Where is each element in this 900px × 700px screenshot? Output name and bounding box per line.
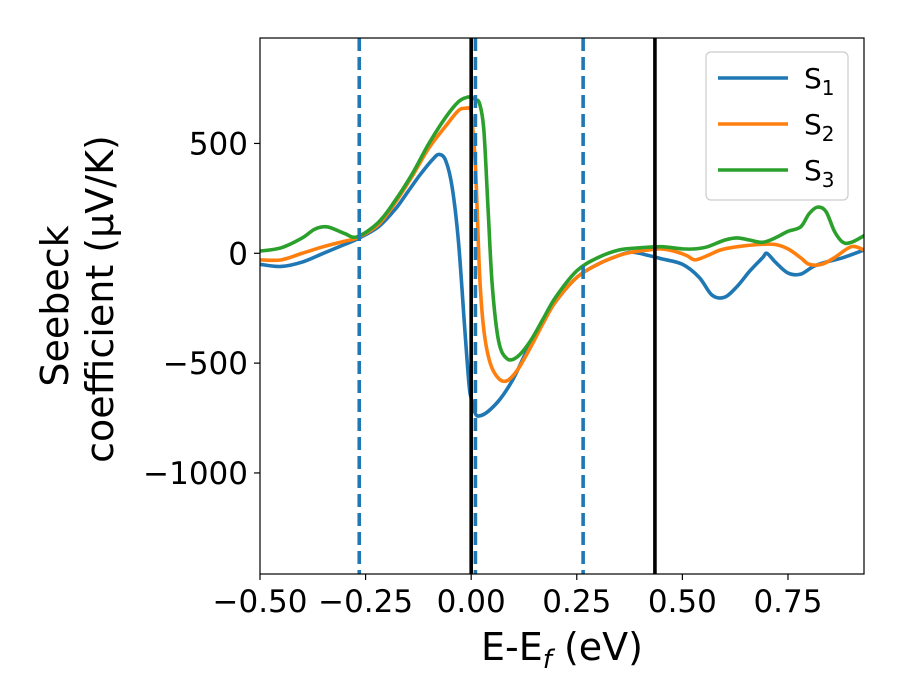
- x-tick-label: 0.00: [437, 584, 506, 620]
- x-axis-title-main: E-E: [481, 625, 543, 669]
- y-tick-label: −1000: [143, 456, 248, 492]
- x-tick-label: 0.50: [648, 584, 717, 620]
- x-tick-label: −0.50: [213, 584, 308, 620]
- legend-label-s1: S1: [804, 62, 835, 100]
- x-tick-label: 0.75: [753, 584, 822, 620]
- y-tick-label: −500: [163, 346, 248, 382]
- legend: S1 S2 S3: [705, 51, 849, 201]
- legend-label-s2: S2: [804, 108, 835, 146]
- x-tick-label: −0.25: [318, 584, 413, 620]
- plot-layer: [260, 38, 864, 574]
- y-axis-title-line-1: Seebeck: [33, 225, 77, 386]
- x-axis-title-unit: (eV): [552, 625, 643, 669]
- legend-box: [705, 51, 849, 201]
- y-tick-label: 0: [228, 236, 248, 272]
- x-tick-label: 0.25: [542, 584, 611, 620]
- plot-frame: [259, 37, 865, 575]
- x-axis-title: E-Ef (eV): [481, 625, 643, 675]
- y-axis: −1000 −500 0 500: [143, 126, 260, 492]
- y-tick-label: 500: [189, 126, 248, 162]
- x-axis: −0.50 −0.25 0.00 0.25 0.50 0.75: [213, 574, 822, 620]
- legend-label-s3: S3: [804, 154, 835, 192]
- series-line-s3: [260, 95, 864, 362]
- y-axis-title-line-2: coefficient (μV/K): [78, 135, 122, 463]
